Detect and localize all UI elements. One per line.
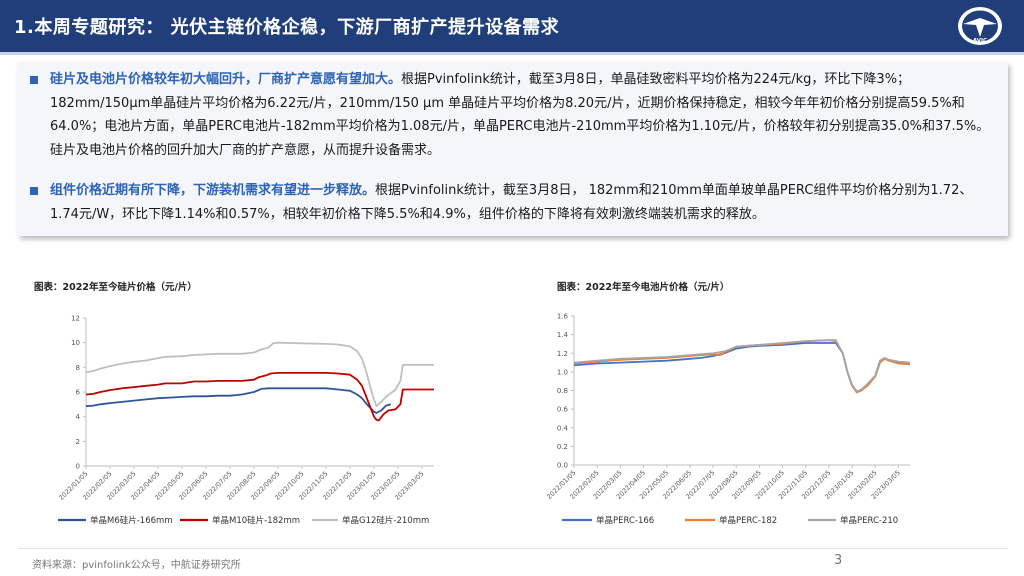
- summary-lead-2: 组件价格近期有所下降，下游装机需求有望进一步释放。: [50, 183, 376, 198]
- summary-lead-1: 硅片及电池片价格较年初大幅回升，厂商扩产意愿有望加大。: [50, 72, 402, 87]
- summary-text-2: 根据Pvinfolink统计，截至3月8日， 182mm和210mm单面单玻单晶…: [50, 183, 973, 222]
- y-tick-label: 1.2: [557, 350, 568, 358]
- y-tick-label: 1.0: [557, 368, 568, 376]
- chart-title-cell: 图表：2022年至今电池片价格（元/片）: [557, 282, 730, 293]
- summary-paragraph-2: 组件价格近期有所下降，下游装机需求有望进一步释放。根据Pvinfolink统计，…: [50, 179, 1000, 226]
- y-tick-label: 1.4: [557, 331, 569, 339]
- series-line-3: [85, 341, 434, 408]
- series-line-1: [573, 342, 911, 393]
- bullet-square-icon: [28, 185, 40, 197]
- y-tick-label: 10: [71, 339, 80, 347]
- legend-label-1: 单晶PERC-166: [596, 515, 654, 526]
- footer-divider: [18, 548, 1008, 549]
- legend-label-1: 单晶M6硅片-166mm: [90, 515, 173, 526]
- bullet-square-icon: [28, 74, 40, 86]
- logo-text: AVIC: [973, 38, 987, 44]
- y-tick-label: 2: [76, 438, 80, 446]
- legend-label-3: 单晶PERC-210: [840, 515, 898, 526]
- y-tick-label: 8: [76, 364, 80, 372]
- wafer-price-chart: 0246810122022/01/052022/02/052022/03/052…: [57, 315, 434, 526]
- summary-paragraph-1: 硅片及电池片价格较年初大幅回升，厂商扩产意愿有望加大。根据Pvinfolink统…: [50, 68, 1000, 162]
- summary-box: 硅片及电池片价格较年初大幅回升，厂商扩产意愿有望加大。根据Pvinfolink统…: [18, 62, 1008, 236]
- legend-label-2: 单晶M10硅片-182mm: [212, 515, 300, 526]
- y-tick-label: 1.6: [557, 313, 569, 321]
- summary-text-1: 根据Pvinfolink统计，截至3月8日，单晶硅致密料平均价格为224元/kg…: [50, 72, 990, 158]
- cell-price-chart: 0.00.20.40.60.81.01.21.41.62022/01/05202…: [545, 313, 911, 526]
- y-tick-label: 0.2: [557, 443, 568, 451]
- series-line-3: [573, 339, 911, 393]
- avic-logo-icon: AVIC: [958, 7, 1002, 45]
- y-tick-label: 4: [76, 413, 81, 421]
- legend-label-3: 单晶G12硅片-210mm: [342, 515, 429, 526]
- page-number: 3: [834, 553, 843, 568]
- y-tick-label: 0.4: [557, 424, 569, 432]
- y-tick-label: 12: [71, 315, 80, 323]
- header-divider: [0, 52, 1024, 55]
- chart-title-wafer: 图表：2022年至今硅片价格（元/片）: [34, 282, 197, 293]
- y-tick-label: 0.8: [557, 387, 568, 395]
- source-note: 资料来源：pvinfolink公众号，中航证券研究所: [32, 560, 241, 571]
- series-line-1: [85, 387, 392, 414]
- y-tick-label: 6: [76, 389, 81, 397]
- y-tick-label: 0: [76, 463, 80, 471]
- header-bar: 1.本周专题研究： 光伏主链价格企稳，下游厂商扩产提升设备需求 AVIC: [0, 0, 1024, 52]
- y-tick-label: 0.6: [557, 406, 569, 414]
- series-line-2: [85, 372, 434, 422]
- page-title: 1.本周专题研究： 光伏主链价格企稳，下游厂商扩产提升设备需求: [14, 17, 560, 38]
- y-tick-label: 0.0: [557, 462, 568, 470]
- legend-label-2: 单晶PERC-182: [719, 515, 777, 526]
